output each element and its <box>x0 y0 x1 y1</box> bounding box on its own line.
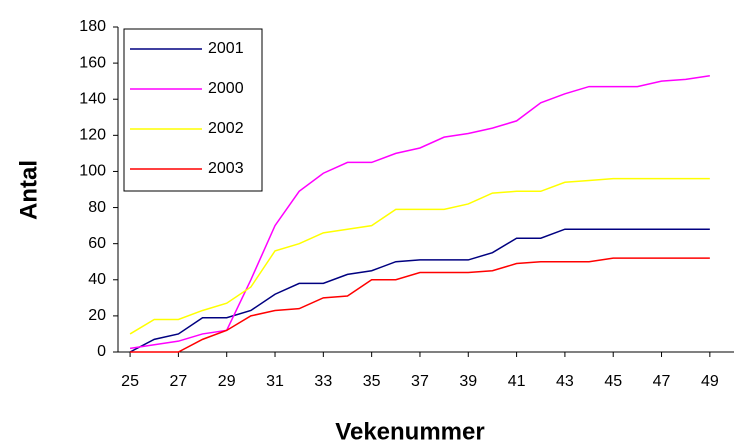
x-axis-label: Vekenummer <box>335 418 484 445</box>
series-line <box>130 257 710 353</box>
x-tick-label: 49 <box>701 373 719 390</box>
legend-label: 2001 <box>208 40 244 57</box>
legend-label: 2003 <box>208 160 244 177</box>
x-tick-label: 43 <box>556 373 574 390</box>
y-tick-label: 160 <box>79 54 106 71</box>
y-tick-label: 80 <box>88 199 106 216</box>
y-tick-label: 140 <box>79 90 106 107</box>
x-tick-label: 31 <box>266 373 284 390</box>
series-line <box>129 228 710 353</box>
x-tick-label: 41 <box>508 373 526 390</box>
x-tick-label: 37 <box>411 373 429 390</box>
y-tick-label: 180 <box>79 18 106 35</box>
y-tick-label: 60 <box>88 235 106 252</box>
legend-label: 2000 <box>208 80 244 97</box>
x-tick-label: 33 <box>314 373 332 390</box>
x-tick-label: 29 <box>218 373 236 390</box>
y-axis-label: Antal <box>15 160 42 220</box>
series-line <box>129 177 710 335</box>
y-tick-label: 120 <box>79 127 106 144</box>
y-tick-label: 20 <box>88 307 106 324</box>
y-tick-label: 0 <box>97 343 106 360</box>
y-tick-label: 100 <box>79 163 106 180</box>
x-tick-label: 39 <box>459 373 477 390</box>
x-tick-label: 35 <box>363 373 381 390</box>
legend-label: 2002 <box>208 120 244 137</box>
x-tick-label: 45 <box>604 373 622 390</box>
x-tick-label: 27 <box>169 373 187 390</box>
x-tick-label: 47 <box>653 373 671 390</box>
x-tick-label: 25 <box>121 373 139 390</box>
y-tick-label: 40 <box>88 271 106 288</box>
legend-box <box>123 28 263 192</box>
